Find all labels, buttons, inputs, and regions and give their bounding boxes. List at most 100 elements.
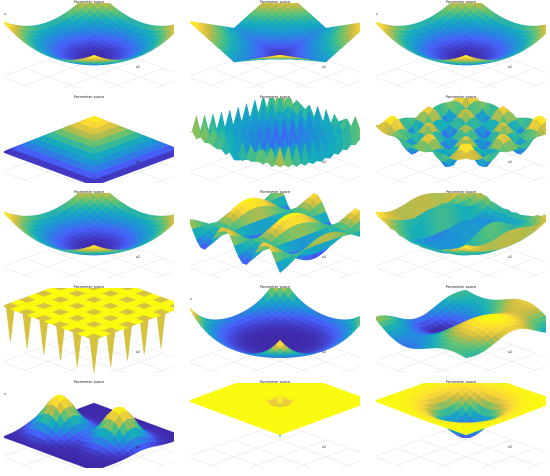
surface-mesh <box>4 193 174 256</box>
grid-line <box>155 81 174 88</box>
surface-patch <box>90 179 98 183</box>
grid-line <box>435 154 513 183</box>
surface-mesh <box>4 288 174 373</box>
panel-title: Parameter space <box>259 95 291 99</box>
grid-line <box>481 163 536 183</box>
grid-line <box>24 258 79 278</box>
surface-mesh <box>376 98 546 167</box>
grid-line <box>210 68 265 88</box>
grid-line <box>109 353 164 373</box>
surface-plot: -505F8(x1, x2)-505x1x2 <box>190 193 360 278</box>
surface-plot: 0500010000F2(x1, x2)-1000100x1x2 <box>190 3 360 88</box>
surface-mesh <box>190 193 360 274</box>
panel-title: Parameter space <box>73 0 105 4</box>
grid-line <box>527 81 546 88</box>
grid-line <box>4 267 33 278</box>
surface-panel-1: Parameter space012×10⁴F1(x1, x2)-1000100… <box>4 0 174 88</box>
y-axis-label: x2 <box>322 65 326 69</box>
grid-line <box>47 249 125 278</box>
surface-patch <box>22 313 32 349</box>
grid-line <box>109 258 164 278</box>
panel-title: Parameter space <box>259 0 291 4</box>
surface-plot: 00.51F5(x1, x2)-101x1x2 <box>190 98 360 183</box>
y-axis-label: x2 <box>322 255 326 259</box>
grid-line <box>341 81 360 88</box>
grid-line <box>109 68 164 88</box>
grid-line <box>233 59 311 88</box>
surface-patch <box>173 307 174 313</box>
surface-panel-9: Parameter space0510F9(x1, x2)-20020x1x2 <box>376 190 546 278</box>
surface-patch <box>359 132 360 136</box>
surface-patch <box>461 153 471 160</box>
grid-line <box>155 271 174 278</box>
grid-line <box>4 172 33 183</box>
surface-mesh <box>376 193 546 256</box>
grid-line <box>419 249 497 278</box>
surface-panel-8: Parameter space-505F8(x1, x2)-505x1x2 <box>190 190 360 278</box>
grid-line <box>210 258 265 278</box>
surface-plot: 050100F6(x1, x2)-505x1x2 <box>376 98 546 183</box>
panel-title: Parameter space <box>73 285 105 289</box>
surface-panel-4: Parameter space050100F4(x1, x2)-1000100x… <box>4 95 174 183</box>
surface-patch <box>89 244 99 249</box>
grid-line <box>481 68 536 88</box>
surface-patch <box>6 307 15 343</box>
surface-mesh <box>4 115 174 183</box>
grid-line <box>109 163 164 183</box>
grid-line <box>190 172 219 183</box>
surface-mesh <box>190 98 360 168</box>
grid-line <box>419 59 497 88</box>
grid-line <box>295 68 350 88</box>
surface-patch <box>93 177 103 183</box>
y-axis-label: x2 <box>508 65 512 69</box>
grid-line <box>295 258 350 278</box>
surface-plot: 0510F9(x1, x2)-20020x1x2 <box>376 193 546 278</box>
surface-plot: 0100200300F10(x1, x2)-50050x1x2 <box>4 288 174 373</box>
y-axis-label: x2 <box>136 160 140 164</box>
surface-patch <box>156 313 166 349</box>
y-axis-label: x2 <box>136 65 140 69</box>
surface-mesh <box>376 3 546 66</box>
surface-patch <box>89 54 99 59</box>
grid-line <box>190 267 219 278</box>
z-scale-label: ×10⁴ <box>376 13 379 17</box>
grid-line <box>419 154 497 183</box>
surface-panel-2: Parameter space0500010000F2(x1, x2)-1000… <box>190 0 360 88</box>
grid-line <box>4 77 33 88</box>
surface-panel-10: Parameter space0100200300F10(x1, x2)-500… <box>4 285 174 373</box>
grid-line <box>190 77 219 88</box>
surface-mesh <box>4 3 174 66</box>
grid-line <box>527 176 546 183</box>
grid-line <box>396 68 451 88</box>
surface-panel-3: Parameter space024×10⁴F3(x1, x2)-1000100… <box>376 0 546 88</box>
surface-patch <box>39 319 49 355</box>
surface-plot: 012×10⁴F1(x1, x2)-1000100x1x2 <box>4 3 174 88</box>
panel-title: Parameter space <box>445 0 477 4</box>
grid-line <box>341 176 360 183</box>
grid-line <box>341 271 360 278</box>
surface-patch <box>85 177 95 183</box>
grid-line <box>376 267 405 278</box>
surface-patch <box>275 54 285 57</box>
z-scale-label: ×10⁴ <box>4 13 7 17</box>
surface-plot: 024×10⁴F3(x1, x2)-1000100x1x2 <box>376 3 546 88</box>
grid-line <box>47 59 125 88</box>
y-axis-label: x2 <box>508 255 512 259</box>
grid-line <box>396 163 451 183</box>
surface-panel-5: Parameter space00.51F5(x1, x2)-101x1x2 <box>190 95 360 183</box>
panel-title: Parameter space <box>73 190 105 194</box>
y-axis-label: x2 <box>322 160 326 164</box>
panel-title: Parameter space <box>445 95 477 99</box>
surface-panel-7: Parameter space05001000F7(x1, x2)-500050… <box>4 190 174 278</box>
surface-patch <box>461 244 471 249</box>
surface-mesh <box>190 3 360 63</box>
grid-line <box>481 258 536 278</box>
grid-line <box>155 366 174 373</box>
grid-line <box>295 163 350 183</box>
grid-line <box>396 258 451 278</box>
surface-plot: 050100F4(x1, x2)-1000100x1x2 <box>4 115 174 183</box>
grid-line <box>210 163 265 183</box>
grid-line <box>24 68 79 88</box>
panel-title: Parameter space <box>445 190 477 194</box>
